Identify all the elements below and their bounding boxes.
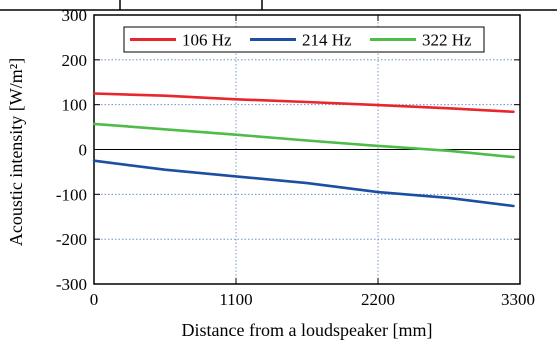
x-tick-label: 0 [90,290,99,309]
series-line-322-hz [92,122,515,159]
legend-label: 322 Hz [422,31,472,50]
y-axis-label: Acoustic intensity [W/m²] [6,58,26,246]
x-tick-label: 1100 [219,290,252,309]
series-line-106-hz [92,92,515,114]
legend: 106 Hz 214 Hz 322 Hz [123,26,485,53]
y-tick-label: -300 [56,275,87,294]
plot-frame [93,14,521,285]
y-tick-label: 300 [62,6,88,25]
x-tick-label: 3300 [501,290,535,309]
y-tick-label: 100 [62,96,88,115]
x-axis-label: Distance from a loudspeaker [mm] [182,320,433,340]
grid [94,15,520,284]
legend-box [123,26,485,53]
y-tick-label: -200 [56,230,87,249]
top-strip [0,0,557,10]
y-tick-label: 200 [62,51,88,70]
x-tick-label: 2200 [361,290,395,309]
plot-border [93,14,521,285]
series-line-214-hz [92,159,515,208]
series-group [92,92,515,208]
y-tick-label: -100 [56,185,87,204]
y-tick-label: 0 [79,141,88,160]
legend-label: 214 Hz [302,31,352,50]
legend-label: 106 Hz [182,31,232,50]
